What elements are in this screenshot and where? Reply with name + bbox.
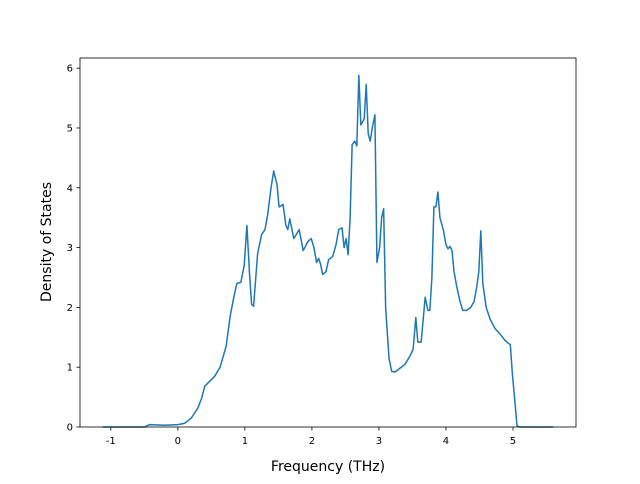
x-tick-label: 4 bbox=[443, 436, 449, 447]
x-tick-label: 1 bbox=[242, 436, 248, 447]
x-tick-label: 3 bbox=[376, 436, 382, 447]
x-axis-label: Frequency (THz) bbox=[271, 459, 385, 475]
y-tick-label: 0 bbox=[67, 423, 73, 434]
y-tick-label: 1 bbox=[67, 363, 73, 374]
x-tick-label: 5 bbox=[510, 436, 516, 447]
line bbox=[102, 74, 554, 428]
x-tick-label: 0 bbox=[175, 436, 181, 447]
x-tick-label: -1 bbox=[106, 436, 116, 447]
y-tick-label: 5 bbox=[67, 123, 73, 134]
y-tick-label: 6 bbox=[67, 64, 73, 75]
plot-frame bbox=[79, 57, 577, 428]
x-tick-label: 2 bbox=[309, 436, 315, 447]
y-tick-label: 4 bbox=[67, 183, 73, 194]
y-axis-label: Density of States bbox=[39, 182, 55, 302]
y-tick-label: 2 bbox=[67, 303, 73, 314]
y-tick-label: 3 bbox=[67, 243, 73, 254]
